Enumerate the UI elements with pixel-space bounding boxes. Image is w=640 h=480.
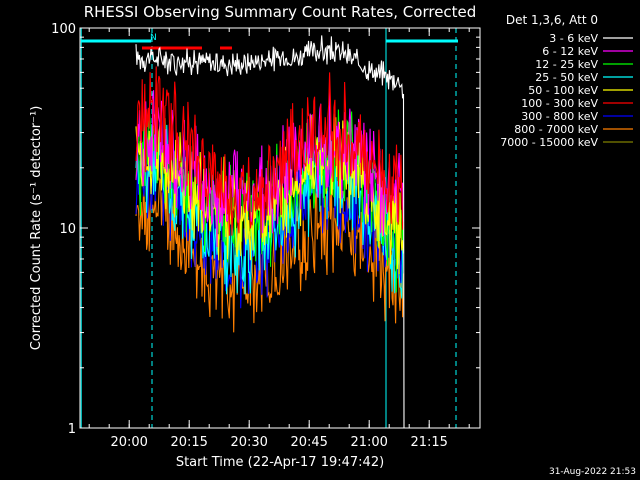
series-line-50-100keV (135, 113, 405, 275)
x-tick-label-1: 20:15 (170, 435, 207, 450)
cyan-marker-label: N (150, 33, 157, 43)
x-axis-label: Start Time (22-Apr-17 19:47:42) (176, 455, 384, 470)
x-tick-label-0: 20:00 (110, 435, 147, 450)
timestamp: 31-Aug-2022 21:53 (549, 467, 636, 477)
legend-label-2: 12 - 25 keV (535, 58, 598, 71)
series-line-6-12keV (135, 87, 405, 248)
plot-area: N (80, 28, 458, 429)
axes: 20:00 20:15 20:30 20:45 21:00 21:15 1 10 100 (51, 22, 480, 450)
legend-header: Det 1,3,6, Att 0 (506, 13, 598, 27)
legend-label-7: 800 - 7000 keV (514, 123, 598, 136)
legend-label-6: 300 - 800 keV (521, 110, 598, 123)
chart-title: RHESSI Observing Summary Count Rates, Co… (84, 3, 477, 21)
legend-label-5: 100 - 300 keV (521, 97, 598, 110)
y-tick-label-2: 100 (51, 22, 76, 37)
x-tick-label-5: 21:15 (410, 435, 447, 450)
legend-label-1: 6 - 12 keV (542, 45, 598, 58)
legend-label-0: 3 - 6 keV (549, 32, 598, 45)
legend-label-4: 50 - 100 keV (528, 84, 598, 97)
x-tick-label-4: 21:00 (350, 435, 387, 450)
y-tick-label-0: 1 (68, 422, 76, 437)
series-line-100-300keV (135, 66, 405, 239)
x-tick-label-3: 20:45 (290, 435, 327, 450)
legend-label-8: 7000 - 15000 keV (500, 136, 598, 149)
series-line-800-7000keV (135, 163, 405, 333)
x-tick-label-2: 20:30 (230, 435, 267, 450)
y-axis-label: Corrected Count Rate (s⁻¹ detector⁻¹) (29, 106, 44, 351)
legend-label-3: 25 - 50 keV (535, 71, 598, 84)
series-line-3-6keV (135, 35, 405, 429)
y-tick-label-1: 10 (59, 222, 76, 237)
